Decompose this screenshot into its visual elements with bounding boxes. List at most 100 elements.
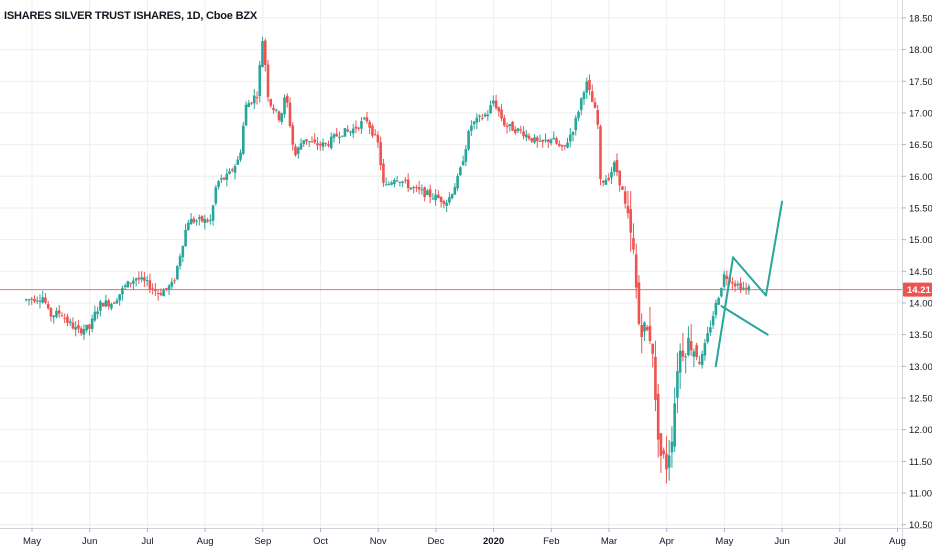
candle-body bbox=[409, 187, 413, 190]
candle-body bbox=[30, 298, 34, 300]
candle-body bbox=[621, 186, 624, 190]
candle-body bbox=[60, 315, 64, 317]
candle-body bbox=[687, 337, 690, 356]
candle-body bbox=[338, 136, 341, 138]
candle-body bbox=[200, 215, 204, 222]
candle-body bbox=[431, 198, 435, 200]
candle-body bbox=[486, 114, 490, 117]
candle-body bbox=[247, 103, 251, 108]
trendline[interactable] bbox=[714, 256, 735, 368]
candle-body bbox=[450, 194, 454, 199]
candle-body bbox=[478, 115, 481, 117]
candle-body bbox=[588, 79, 591, 91]
candle-body bbox=[346, 129, 350, 132]
candle-body bbox=[99, 301, 102, 311]
candle-body bbox=[720, 288, 723, 297]
candle-body bbox=[747, 286, 751, 291]
candle-body bbox=[217, 181, 220, 187]
candle-body bbox=[252, 95, 256, 104]
candle-body bbox=[118, 294, 121, 301]
candle-body bbox=[126, 281, 130, 288]
candle-body bbox=[519, 129, 523, 131]
candle-body bbox=[313, 139, 317, 143]
candle-body bbox=[129, 282, 132, 284]
candle-body bbox=[659, 433, 663, 456]
candle-body bbox=[203, 218, 207, 223]
y-tick-label: 13.00 bbox=[909, 362, 932, 373]
candle-body bbox=[132, 280, 135, 284]
candle-body bbox=[137, 277, 141, 280]
candle-body bbox=[439, 196, 443, 202]
candle-body bbox=[318, 143, 322, 146]
candle-body bbox=[500, 109, 503, 119]
x-tick-label: Jul bbox=[834, 536, 846, 547]
candle-body bbox=[220, 178, 223, 180]
candle-body bbox=[733, 283, 737, 287]
candle-body bbox=[329, 136, 333, 149]
candle-body bbox=[434, 194, 437, 201]
candle-body bbox=[541, 139, 545, 142]
candle-body bbox=[376, 134, 380, 143]
candle-body bbox=[35, 300, 39, 302]
candle-body bbox=[82, 329, 86, 335]
trendline[interactable] bbox=[720, 305, 769, 336]
candle-body bbox=[107, 300, 110, 307]
candle-body bbox=[66, 316, 69, 323]
x-tick-label: 2020 bbox=[483, 536, 504, 547]
candle-body bbox=[184, 229, 187, 247]
candle-body bbox=[744, 287, 748, 289]
y-tick-label: 14.00 bbox=[909, 298, 932, 309]
candle-body bbox=[599, 126, 602, 179]
candle-body bbox=[489, 105, 492, 114]
candle-body bbox=[739, 282, 742, 291]
candle-body bbox=[173, 280, 176, 282]
candle-body bbox=[426, 190, 429, 195]
y-tick-label: 14.50 bbox=[909, 267, 932, 278]
candle-body bbox=[533, 137, 536, 143]
candle-body bbox=[239, 152, 242, 160]
candle-body bbox=[437, 194, 440, 199]
candle-body bbox=[393, 180, 396, 184]
candle-body bbox=[283, 97, 286, 115]
drawings[interactable] bbox=[714, 200, 784, 368]
candle-body bbox=[626, 205, 630, 214]
candle-body bbox=[579, 98, 583, 111]
candle-body bbox=[24, 299, 28, 301]
candle-body bbox=[530, 138, 534, 142]
candle-body bbox=[670, 441, 674, 453]
candle-body bbox=[280, 113, 284, 122]
x-tick-label: Apr bbox=[659, 536, 674, 547]
candle-body bbox=[643, 322, 646, 332]
candle-body bbox=[623, 191, 627, 204]
candle-body bbox=[406, 179, 410, 189]
candle-body bbox=[524, 134, 528, 138]
candle-body bbox=[165, 288, 168, 290]
candle-body bbox=[742, 287, 745, 289]
candle-body bbox=[162, 290, 165, 297]
candle-body bbox=[170, 281, 174, 287]
candle-body bbox=[698, 362, 701, 364]
candle-body bbox=[717, 298, 720, 305]
candle-body bbox=[74, 327, 77, 330]
candle-body bbox=[401, 181, 404, 183]
trendline[interactable] bbox=[764, 200, 784, 297]
x-tick-label: Jun bbox=[82, 536, 97, 547]
candle-body bbox=[667, 455, 671, 468]
candle-body bbox=[505, 125, 509, 127]
candle-body bbox=[123, 285, 127, 287]
candle-body bbox=[632, 238, 635, 250]
candle-body bbox=[373, 134, 377, 136]
candle-body bbox=[448, 197, 451, 203]
candle-body bbox=[88, 324, 91, 329]
y-tick-label: 16.50 bbox=[909, 140, 932, 151]
candle-body bbox=[395, 180, 399, 182]
candle-body bbox=[178, 256, 182, 267]
candle-body bbox=[453, 187, 457, 195]
candle-body bbox=[255, 97, 259, 99]
candle-body bbox=[55, 310, 58, 317]
y-tick-label: 18.00 bbox=[909, 45, 932, 56]
trendline[interactable] bbox=[732, 256, 767, 297]
candle-body bbox=[63, 318, 66, 320]
candle-body bbox=[222, 177, 226, 180]
